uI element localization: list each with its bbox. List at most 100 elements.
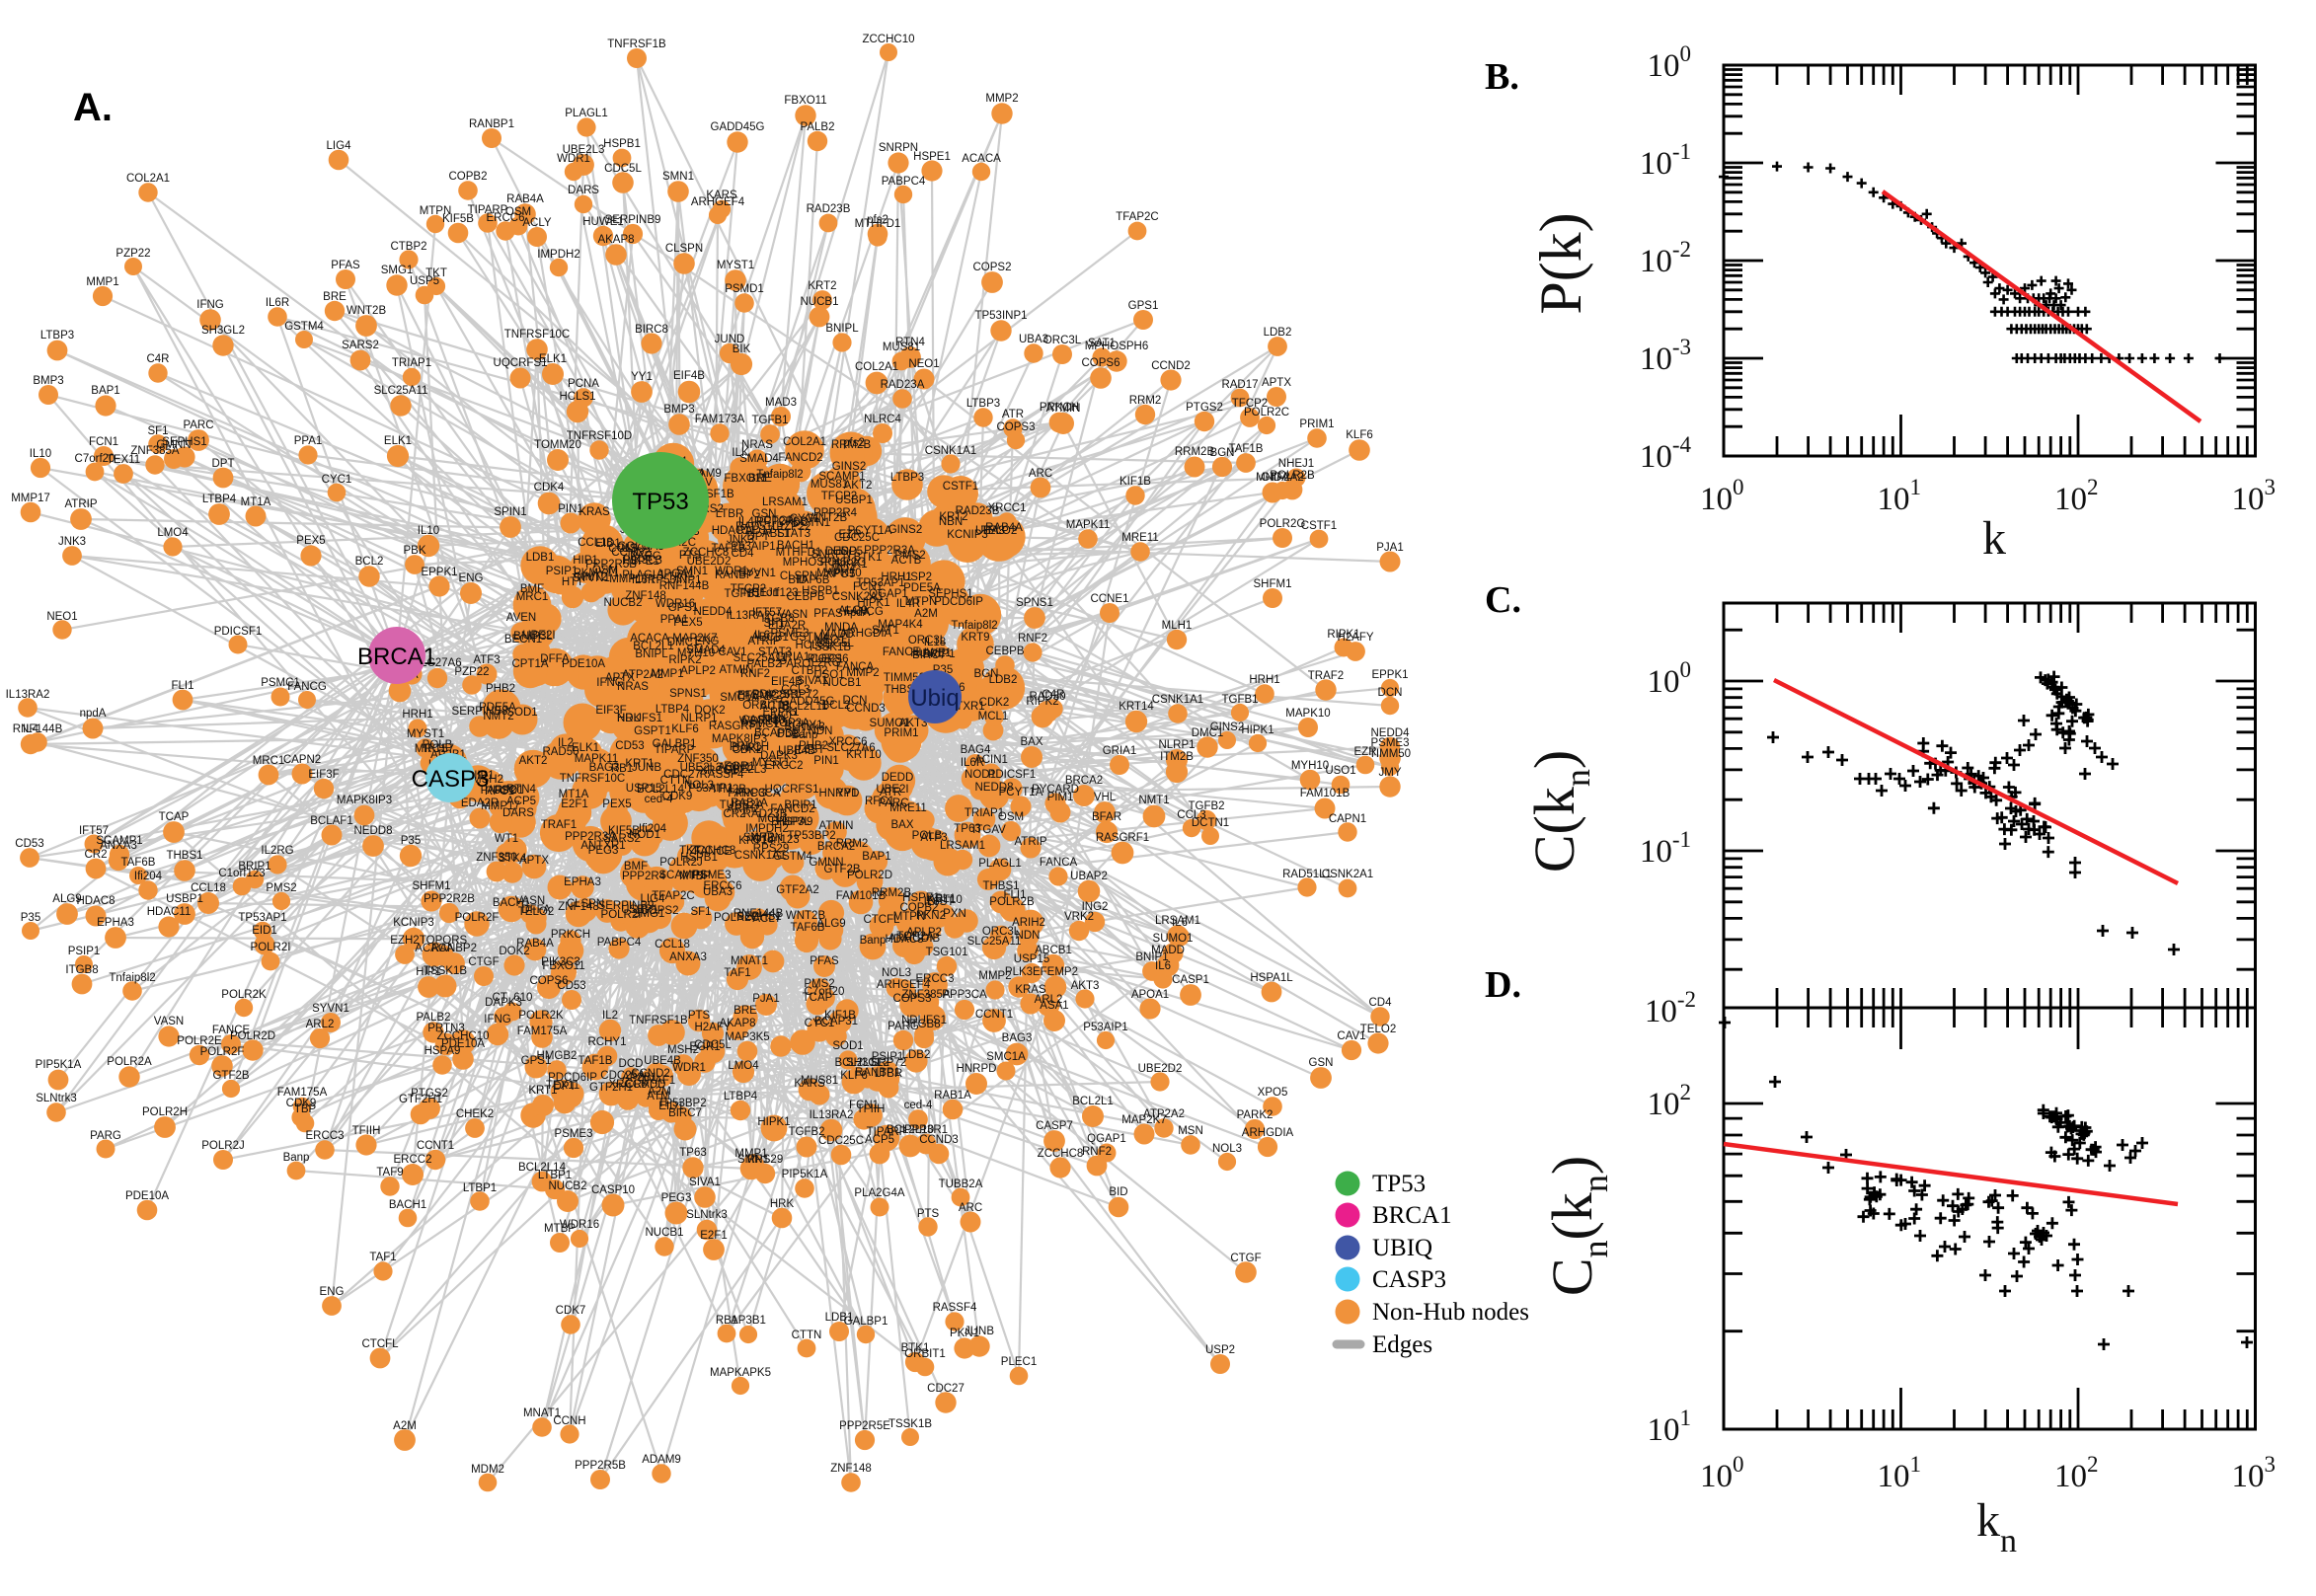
- svg-text:IL4: IL4: [23, 723, 39, 735]
- svg-text:JMY: JMY: [1379, 767, 1402, 779]
- svg-text:Tnfaip8l2: Tnfaip8l2: [109, 972, 155, 984]
- svg-text:LMO4: LMO4: [824, 564, 856, 575]
- svg-text:GTF2B: GTF2B: [823, 864, 860, 875]
- svg-text:PPA1: PPA1: [660, 614, 689, 626]
- svg-text:EGR1: EGR1: [689, 1041, 720, 1053]
- svg-text:KRT1: KRT1: [528, 1085, 557, 1097]
- svg-text:HRK: HRK: [617, 713, 642, 724]
- svg-text:MMP17: MMP17: [481, 800, 520, 812]
- svg-text:NEDD4: NEDD4: [694, 606, 733, 618]
- svg-text:PSMC1: PSMC1: [740, 719, 780, 730]
- svg-text:CCND3: CCND3: [846, 703, 886, 715]
- svg-text:UBA3: UBA3: [975, 525, 1005, 537]
- svg-text:BRIP1: BRIP1: [922, 648, 955, 660]
- svg-text:COPS2: COPS2: [973, 262, 1012, 273]
- svg-text:POLR2E: POLR2E: [177, 1035, 222, 1047]
- svg-text:STAT3: STAT3: [777, 528, 811, 540]
- svg-text:KLF6: KLF6: [1346, 429, 1373, 441]
- svg-text:KRT9: KRT9: [961, 632, 989, 644]
- svg-text:PPP2R4: PPP2R4: [622, 871, 666, 882]
- svg-text:ZNF350: ZNF350: [476, 852, 517, 864]
- svg-text:ORBIT1: ORBIT1: [904, 1348, 946, 1360]
- svg-text:MYH10: MYH10: [1291, 760, 1329, 772]
- svg-text:USO1: USO1: [493, 785, 523, 797]
- svg-text:TELO2: TELO2: [981, 525, 1017, 537]
- svg-text:RFC1: RFC1: [485, 786, 514, 798]
- svg-text:PHB2: PHB2: [799, 740, 828, 752]
- svg-text:IL6ST: IL6ST: [795, 744, 825, 756]
- svg-text:POLR2D: POLR2D: [230, 1030, 275, 1042]
- svg-text:POLR2H: POLR2H: [142, 1106, 188, 1118]
- svg-text:ARHGEF4: ARHGEF4: [877, 979, 931, 991]
- svg-text:ACIN1: ACIN1: [974, 754, 1008, 766]
- svg-text:VASN: VASN: [515, 895, 545, 907]
- svg-text:PDCD6IP: PDCD6IP: [548, 1072, 597, 1084]
- svg-text:FAM173A: FAM173A: [695, 414, 745, 425]
- svg-text:POLR2B: POLR2B: [989, 896, 1035, 908]
- svg-text:TIPARP: TIPARP: [655, 744, 695, 756]
- svg-text:TAF1: TAF1: [369, 1252, 396, 1263]
- svg-text:D.: D.: [1485, 964, 1521, 1006]
- svg-text:MT1A: MT1A: [559, 789, 589, 800]
- svg-text:NOD1: NOD1: [629, 829, 660, 841]
- svg-text:CDC27: CDC27: [927, 1383, 965, 1395]
- svg-text:MTBP: MTBP: [544, 1223, 576, 1235]
- svg-text:FANCG: FANCG: [728, 788, 767, 799]
- svg-text:IL6R: IL6R: [266, 297, 289, 309]
- svg-text:SERPINB8: SERPINB8: [452, 706, 508, 718]
- svg-text:CDC25A: CDC25A: [600, 1070, 646, 1082]
- svg-text:SLC27A6: SLC27A6: [413, 657, 461, 669]
- svg-text:IFNG: IFNG: [596, 677, 624, 689]
- svg-text:ANXA3: ANXA3: [100, 840, 137, 852]
- svg-text:BMF: BMF: [520, 583, 544, 595]
- svg-text:XRCC1: XRCC1: [988, 502, 1027, 514]
- svg-text:SPNS1: SPNS1: [1016, 597, 1053, 609]
- svg-text:SLC27A6: SLC27A6: [826, 742, 875, 754]
- svg-text:CDC25C: CDC25C: [818, 1135, 864, 1147]
- svg-text:CCND2: CCND2: [1151, 360, 1191, 372]
- svg-text:AP2B1: AP2B1: [622, 1072, 657, 1084]
- svg-text:CYC1: CYC1: [790, 513, 820, 525]
- svg-text:P35: P35: [401, 835, 421, 847]
- svg-text:KRT2: KRT2: [939, 511, 967, 523]
- svg-text:ENG: ENG: [695, 636, 720, 647]
- svg-text:LDB2: LDB2: [902, 1049, 931, 1061]
- svg-text:ZCCHC8: ZCCHC8: [683, 547, 730, 559]
- svg-text:ABCB1: ABCB1: [751, 632, 789, 644]
- svg-text:BRCA1: BRCA1: [357, 644, 436, 670]
- svg-text:TNFRSF10C: TNFRSF10C: [560, 773, 625, 785]
- svg-text:BGN: BGN: [1210, 447, 1235, 459]
- svg-text:SLNtrk3: SLNtrk3: [784, 722, 825, 733]
- svg-text:WT1: WT1: [495, 833, 518, 845]
- svg-text:GSTM4: GSTM4: [284, 321, 324, 333]
- svg-text:NRAS: NRAS: [741, 439, 773, 451]
- svg-text:CCL18: CCL18: [191, 882, 226, 894]
- svg-text:APOA1: APOA1: [656, 569, 694, 580]
- svg-text:PIN1: PIN1: [558, 503, 583, 515]
- svg-text:PABPC4: PABPC4: [882, 176, 926, 188]
- svg-text:BGN: BGN: [974, 668, 999, 680]
- svg-text:TELO2: TELO2: [1360, 1024, 1396, 1035]
- svg-text:XPO5: XPO5: [825, 569, 856, 580]
- svg-text:GPS1: GPS1: [1128, 300, 1159, 312]
- svg-text:TRAF1: TRAF1: [541, 819, 577, 831]
- svg-text:PIN1: PIN1: [813, 755, 839, 767]
- svg-text:EFEMP2: EFEMP2: [1033, 966, 1078, 978]
- svg-text:MT1A: MT1A: [241, 496, 271, 508]
- svg-text:TKT: TKT: [425, 267, 447, 279]
- svg-text:CDK2: CDK2: [733, 744, 763, 756]
- svg-text:CCNE1: CCNE1: [1091, 593, 1129, 605]
- svg-text:JNK3: JNK3: [58, 536, 86, 548]
- svg-text:Banp: Banp: [792, 729, 818, 741]
- svg-text:EDA2R: EDA2R: [461, 798, 499, 809]
- svg-text:102: 102: [1648, 1080, 1692, 1122]
- svg-text:SCAMP1: SCAMP1: [96, 835, 142, 847]
- svg-text:CASP3: CASP3: [1372, 1266, 1446, 1293]
- svg-text:NOD1: NOD1: [965, 769, 996, 781]
- svg-text:MNDA: MNDA: [824, 622, 858, 634]
- svg-text:RNF144B: RNF144B: [733, 908, 784, 920]
- svg-text:PEX5: PEX5: [673, 617, 702, 629]
- svg-text:UBE2I: UBE2I: [876, 784, 908, 796]
- svg-text:PDE5A: PDE5A: [479, 702, 516, 714]
- svg-text:TBP: TBP: [294, 1103, 317, 1115]
